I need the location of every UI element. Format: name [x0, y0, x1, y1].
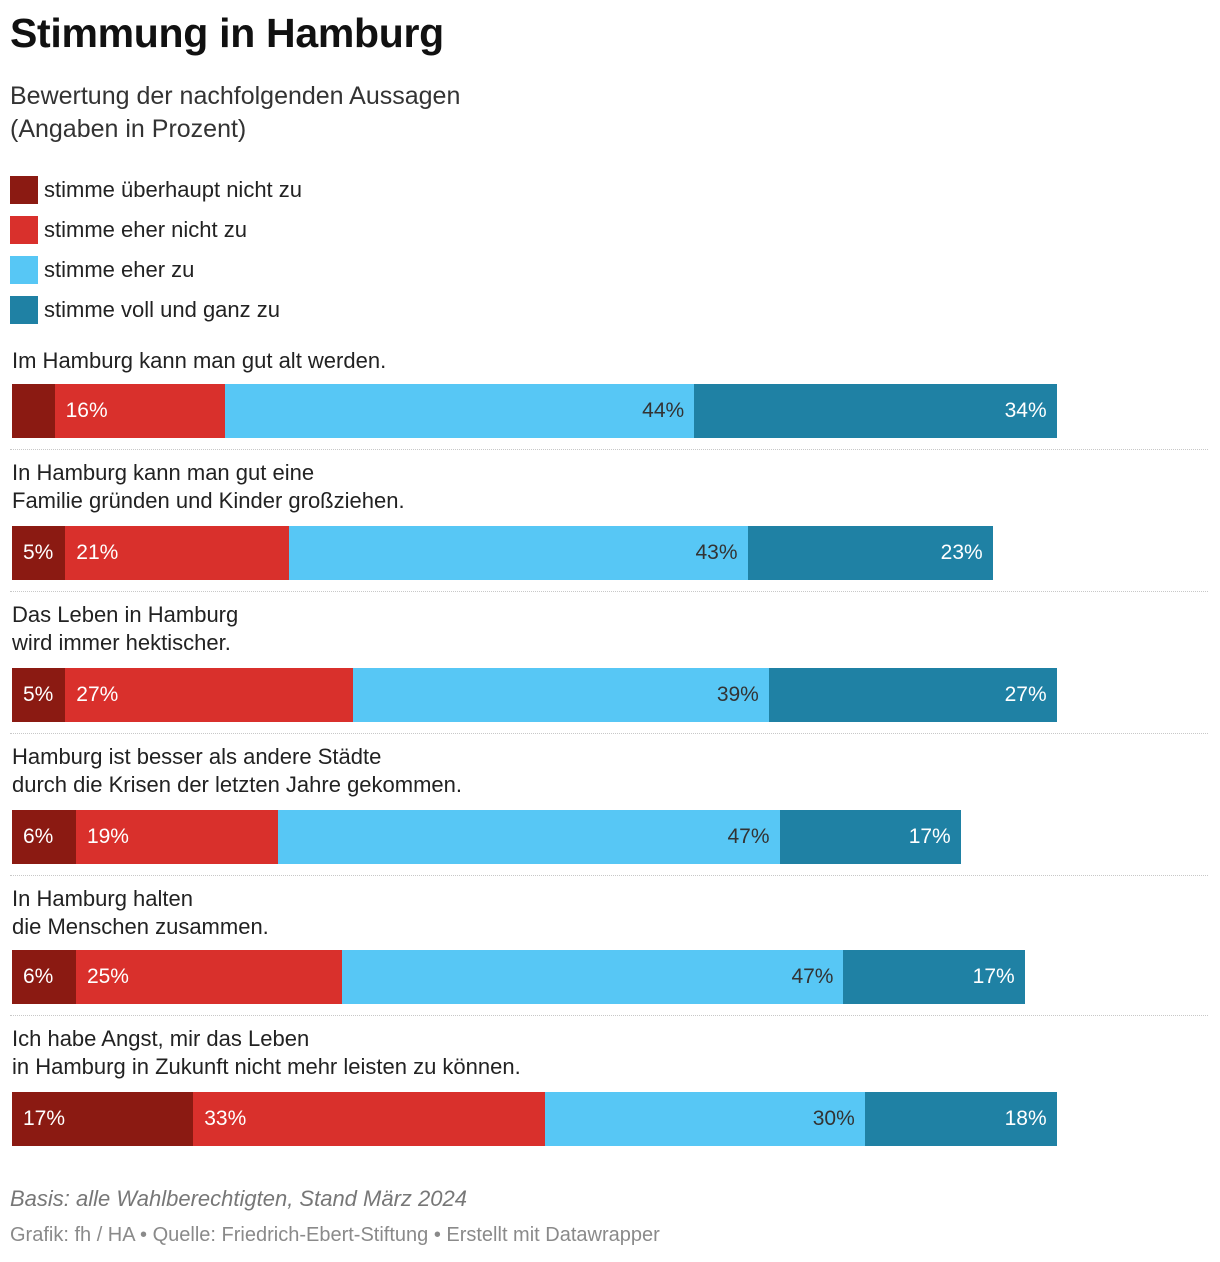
bar-row: 6% 25% 47% 17% — [12, 950, 1025, 1004]
bar-row: 16% 44% 34% — [12, 384, 1057, 438]
bar-segment: 43% — [289, 526, 748, 580]
legend-label: stimme eher zu — [44, 257, 195, 282]
data-label: 27% — [76, 683, 119, 706]
data-label: 34% — [1004, 399, 1047, 422]
data-label: 21% — [76, 541, 119, 564]
bar-segment: 17% — [843, 950, 1025, 1004]
bar-segment: 39% — [353, 668, 769, 722]
data-label: 19% — [86, 825, 129, 848]
data-label: 23% — [940, 541, 983, 564]
bar-row: 5% 27% 39% 27% — [12, 668, 1057, 722]
data-label: 27% — [1004, 683, 1047, 706]
legend-swatch — [10, 176, 38, 204]
legend-item: stimme eher zu — [10, 250, 302, 290]
legend-swatch — [10, 216, 38, 244]
legend: stimme überhaupt nicht zu stimme eher ni… — [10, 170, 302, 330]
bar-segment: 5% — [12, 668, 66, 722]
data-label: 43% — [695, 541, 738, 564]
bar-segment: 47% — [278, 810, 780, 864]
bar-segment: 18% — [864, 1092, 1057, 1146]
data-label: 6% — [23, 825, 54, 848]
bar-segment: 23% — [747, 526, 993, 580]
bar-segment: 6% — [12, 810, 76, 864]
bar-segment: 25% — [75, 950, 343, 1004]
data-label: 17% — [972, 965, 1015, 988]
category-label: Das Leben in Hamburg wird immer hektisch… — [12, 602, 239, 655]
data-label: 44% — [642, 399, 685, 422]
legend-item: stimme eher nicht zu — [10, 210, 302, 250]
data-label: 33% — [204, 1107, 247, 1130]
data-label: 30% — [812, 1107, 855, 1130]
category-label: Im Hamburg kann man gut alt werden. — [12, 348, 387, 373]
bar-row: 17% 33% 30% 18% — [12, 1092, 1057, 1146]
data-label: 17% — [23, 1107, 66, 1130]
row-separator — [10, 875, 1208, 876]
bar-segment: 6% — [12, 950, 76, 1004]
row-separator — [10, 1015, 1208, 1016]
data-label: 39% — [716, 683, 759, 706]
chart-subtitle: Bewertung der nachfolgenden Aussagen (An… — [10, 82, 461, 143]
legend-label: stimme eher nicht zu — [44, 217, 247, 242]
bar-row: 5% 21% 43% 23% — [12, 526, 993, 580]
bar-segment: 17% — [779, 810, 961, 864]
data-label: 16% — [65, 399, 108, 422]
bar-segment: 21% — [65, 526, 290, 580]
bar-segment: 16% — [54, 384, 226, 438]
bar-segment: 27% — [768, 668, 1057, 722]
bar-segment: 44% — [225, 384, 695, 438]
row-separator — [10, 449, 1208, 450]
row-separator — [10, 733, 1208, 734]
data-label: 5% — [23, 541, 54, 564]
bar-segment — [12, 384, 55, 438]
bar-segment: 5% — [12, 526, 66, 580]
data-label: 47% — [727, 825, 770, 848]
row-separator — [10, 591, 1208, 592]
legend-label: stimme voll und ganz zu — [44, 297, 280, 322]
bar-segment: 30% — [544, 1092, 865, 1146]
bar-segment: 17% — [12, 1092, 194, 1146]
category-label: In Hamburg halten die Menschen zusammen. — [12, 886, 269, 939]
data-label: 17% — [908, 825, 951, 848]
legend-item: stimme überhaupt nicht zu — [10, 170, 302, 210]
bar-segment: 19% — [75, 810, 279, 864]
chart-title: Stimmung in Hamburg — [10, 10, 444, 56]
bar-segment: 34% — [694, 384, 1057, 438]
bar-segment: 27% — [65, 668, 354, 722]
data-label: 18% — [1004, 1107, 1047, 1130]
data-label: 5% — [23, 683, 54, 706]
bar-segment: 47% — [342, 950, 844, 1004]
bar-row: 6% 19% 47% 17% — [12, 810, 961, 864]
bar-segment: 33% — [193, 1092, 545, 1146]
category-label: Hamburg ist besser als andere Städte dur… — [12, 744, 463, 797]
category-label: Ich habe Angst, mir das Leben in Hamburg… — [12, 1026, 521, 1079]
legend-swatch — [10, 256, 38, 284]
data-label: 6% — [23, 965, 54, 988]
legend-item: stimme voll und ganz zu — [10, 290, 302, 330]
category-label: In Hamburg kann man gut eine Familie grü… — [12, 460, 405, 513]
data-label: 25% — [86, 965, 129, 988]
data-label: 47% — [791, 965, 834, 988]
legend-swatch — [10, 296, 38, 324]
source-footer: Grafik: fh / HA • Quelle: Friedrich-Eber… — [10, 1224, 660, 1246]
base-note: Basis: alle Wahlberechtigten, Stand März… — [10, 1186, 467, 1211]
legend-label: stimme überhaupt nicht zu — [44, 177, 303, 202]
